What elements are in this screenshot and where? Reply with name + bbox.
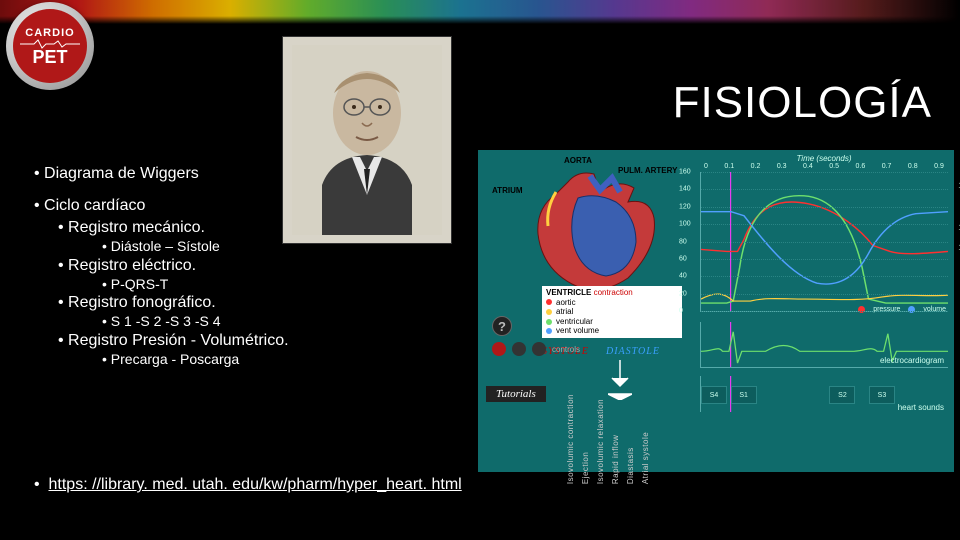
pressure-volume-chart: pressure volume 160140120100806040200160… xyxy=(700,172,948,312)
bullet-wiggers: Diagrama de Wiggers xyxy=(34,164,289,184)
ciclo-item: Registro mecánico.Diástole – Sístole xyxy=(58,218,289,256)
wiggers-portrait xyxy=(282,36,452,244)
help-button[interactable]: ? xyxy=(492,316,512,336)
phase-label: Rapid inflow xyxy=(611,394,620,484)
ciclo-subitem: P-QRS-T xyxy=(102,276,289,294)
step-button[interactable] xyxy=(532,342,546,356)
bullet-ciclo: Ciclo cardíaco Registro mecánico.Diástol… xyxy=(34,196,289,368)
reference-link[interactable]: https: //library. med. utah. edu/kw/phar… xyxy=(49,476,462,493)
label-diastole: DIASTOLE xyxy=(606,346,660,357)
sound-marker: S4 xyxy=(701,386,727,404)
ciclo-item: Registro eléctrico.P-QRS-T xyxy=(58,256,289,294)
heart-sounds-chart: heart sounds S4S1 S2 S3 xyxy=(700,376,948,412)
sound-marker: S3 xyxy=(869,386,895,404)
ecg-label: electrocardiogram xyxy=(880,356,944,365)
heart-illustration-icon xyxy=(508,168,678,298)
ciclo-subitem: Diástole – Sístole xyxy=(102,238,289,256)
ventricle-legend: VENTRICLE contraction aorticatrialventri… xyxy=(542,286,682,338)
phase-label: Ejection xyxy=(581,394,590,484)
logo-text-top: CARDIO xyxy=(25,27,74,39)
sound-marker: S1 xyxy=(731,386,757,404)
sound-marker: S2 xyxy=(829,386,855,404)
phase-labels: Isovolumic contraction Ejection Isovolumic… xyxy=(566,394,686,484)
decorative-stripe xyxy=(0,0,960,24)
tutorials-button[interactable]: Tutorials xyxy=(486,386,546,402)
bullet-content: Diagrama de Wiggers Ciclo cardíaco Regis… xyxy=(34,164,289,380)
phase-label: Isovolumic contraction xyxy=(566,394,575,484)
phase-label: Diastasis xyxy=(626,394,635,484)
time-axis-title: Time (seconds) xyxy=(700,154,948,163)
slide-title: FISIOLOGÍA xyxy=(673,78,932,128)
reference-link-row: • https: //library. med. utah. edu/kw/ph… xyxy=(34,476,462,494)
chart-panel: Time (seconds) 00.10.20.30.40.50.60.70.8… xyxy=(698,150,954,472)
time-axis-ticks: 00.10.20.30.40.50.60.70.80.9 xyxy=(700,163,948,172)
ecg-chart: electrocardiogram xyxy=(700,322,948,368)
phase-label: Isovolumic relaxation xyxy=(596,394,605,484)
playback-controls: controls xyxy=(492,342,580,356)
wiggers-diagram: AORTA PULM. ARTERY ATRIUM VENTRICLE cont… xyxy=(478,150,954,472)
phase-label: Atrial systole xyxy=(641,394,650,484)
label-aorta: AORTA xyxy=(564,156,592,165)
ciclo-subitem: S 1 -S 2 -S 3 -S 4 xyxy=(102,313,289,331)
ciclo-item: Registro fonográfico.S 1 -S 2 -S 3 -S 4 xyxy=(58,293,289,331)
record-button[interactable] xyxy=(492,342,506,356)
play-button[interactable] xyxy=(512,342,526,356)
heart-panel: AORTA PULM. ARTERY ATRIUM VENTRICLE cont… xyxy=(478,150,698,472)
sounds-label: heart sounds xyxy=(898,403,944,412)
controls-label: controls xyxy=(552,345,580,354)
cardiopet-logo: CARDIO PET xyxy=(6,2,94,90)
logo-text-bottom: PET xyxy=(32,49,67,65)
ciclo-item: Registro Presión - Volumétrico.Precarga … xyxy=(58,331,289,369)
ciclo-subitem: Precarga - Poscarga xyxy=(102,351,289,369)
